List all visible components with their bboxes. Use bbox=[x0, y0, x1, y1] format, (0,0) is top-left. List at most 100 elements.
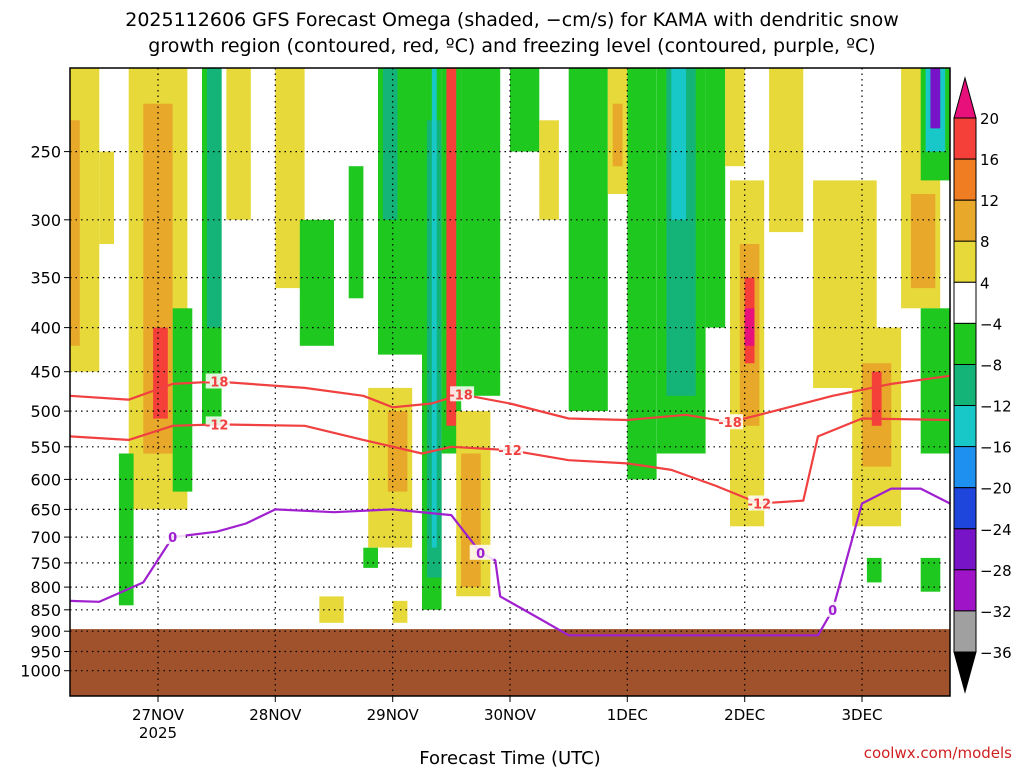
y-tick-label: 750 bbox=[30, 554, 61, 573]
y-tick-label: 350 bbox=[30, 269, 61, 288]
colorbar-label: −36 bbox=[980, 644, 1012, 662]
colorbar-swatch bbox=[953, 281, 977, 324]
y-tick-label: 450 bbox=[30, 363, 61, 382]
y-tick-label: 900 bbox=[30, 622, 61, 641]
colorbar: 20 16 12 8 4 −4 −8 −12 −16 −20 −24 −28 −32 −36 bbox=[953, 76, 1012, 694]
colorbar-swatch bbox=[953, 158, 977, 201]
x-tick-year-label: 2025 bbox=[139, 724, 177, 742]
colorbar-label: 12 bbox=[980, 192, 999, 210]
contour-label: 0 bbox=[828, 604, 837, 619]
omega-cell bbox=[930, 68, 941, 129]
y-tick-label: 600 bbox=[30, 470, 61, 489]
contours: -18 -18 -18 -12 -12 -12 0 0 0 bbox=[69, 373, 951, 637]
omega-cell bbox=[568, 68, 608, 412]
omega-cell bbox=[705, 68, 726, 328]
omega-cell bbox=[461, 453, 481, 588]
colorbar-top-arrow bbox=[953, 76, 977, 119]
omega-cell bbox=[446, 68, 457, 426]
colorbar-swatch bbox=[953, 405, 977, 448]
y-tick-label: 500 bbox=[30, 402, 61, 421]
contour-label: -12 bbox=[205, 418, 229, 433]
contour-label-bg bbox=[719, 414, 743, 430]
x-tick-label: 27NOV bbox=[132, 706, 185, 724]
contour-label: -12 bbox=[498, 444, 522, 459]
omega-cell bbox=[671, 68, 686, 220]
y-tick-label: 300 bbox=[30, 211, 61, 230]
omega-cell bbox=[539, 120, 559, 220]
y-tick-label: 800 bbox=[30, 578, 61, 597]
colorbar-swatch bbox=[953, 487, 977, 530]
contour-label: 0 bbox=[476, 547, 485, 562]
colorbar-label: 4 bbox=[980, 274, 990, 292]
contour-label: -12 bbox=[748, 498, 772, 513]
omega-cell bbox=[206, 68, 222, 328]
omega-cell bbox=[348, 166, 364, 299]
colorbar-label: 16 bbox=[980, 151, 999, 169]
chart-title-line-1: 2025112606 GFS Forecast Omega (shaded, −… bbox=[125, 9, 899, 31]
colorbar-swatch bbox=[953, 199, 977, 242]
colorbar-label: −16 bbox=[980, 439, 1012, 457]
omega-cell bbox=[461, 68, 501, 396]
x-tick-label: 30NOV bbox=[484, 706, 537, 724]
colorbar-label: −20 bbox=[980, 480, 1012, 498]
colorbar-label: −32 bbox=[980, 603, 1012, 621]
omega-cell bbox=[99, 151, 114, 244]
y-axis-ticks: 250 300 350 400 450 500 550 600 650 700 750 800 850 9… bbox=[20, 143, 70, 681]
contour-label: 0 bbox=[168, 531, 177, 546]
omega-cell bbox=[226, 68, 251, 220]
omega-cell bbox=[363, 547, 378, 568]
colorbar-label: −4 bbox=[980, 315, 1002, 333]
y-tick-label: 850 bbox=[30, 601, 61, 620]
omega-cell bbox=[871, 371, 882, 426]
x-tick-label: 2DEC bbox=[724, 706, 765, 724]
omega-cell bbox=[725, 68, 745, 167]
contour-label: -18 bbox=[718, 416, 742, 431]
colorbar-swatch bbox=[953, 528, 977, 571]
contour-label-bg bbox=[469, 544, 494, 560]
omega-cell bbox=[510, 68, 540, 152]
colorbar-label: 8 bbox=[980, 233, 990, 251]
omega-cell bbox=[382, 68, 398, 220]
colorbar-swatch bbox=[953, 364, 977, 407]
x-tick-label: 29NOV bbox=[367, 706, 420, 724]
contour-label: -18 bbox=[449, 388, 473, 403]
omega-cell bbox=[70, 120, 80, 346]
omega-cell bbox=[612, 103, 623, 167]
omega-cell bbox=[910, 194, 936, 289]
plot-area: -18 -18 -18 -12 -12 -12 0 0 0 bbox=[69, 67, 951, 697]
y-tick-label: 650 bbox=[30, 500, 61, 519]
credit-link[interactable]: coolwx.com/models bbox=[864, 744, 1012, 762]
x-tick-label: 1DEC bbox=[607, 706, 648, 724]
y-tick-label: 550 bbox=[30, 438, 61, 457]
colorbar-label: −8 bbox=[980, 357, 1002, 375]
colorbar-label: −12 bbox=[980, 398, 1012, 416]
omega-cell bbox=[153, 327, 168, 419]
contour-label-bg bbox=[748, 495, 773, 511]
contour-label-bg bbox=[499, 442, 523, 458]
y-tick-label: 1000 bbox=[20, 662, 61, 681]
omega-cell bbox=[387, 411, 408, 492]
omega-shading bbox=[70, 68, 950, 623]
omega-cell bbox=[431, 68, 437, 548]
colorbar-swatch bbox=[953, 117, 977, 160]
x-axis-label: Forecast Time (UTC) bbox=[419, 748, 600, 768]
contour-label-bg bbox=[450, 386, 475, 402]
y-tick-label: 700 bbox=[30, 528, 61, 547]
contour-label-bg bbox=[161, 529, 186, 545]
omega-cell bbox=[275, 68, 305, 289]
omega-cell bbox=[299, 219, 334, 346]
omega-cell bbox=[920, 557, 941, 592]
y-tick-label: 250 bbox=[30, 143, 61, 162]
x-tick-label: 3DEC bbox=[841, 706, 882, 724]
contour-label-bg bbox=[205, 416, 230, 432]
x-tick-label: 28NOV bbox=[249, 706, 302, 724]
contour-label: -18 bbox=[205, 376, 229, 391]
colorbar-label: −28 bbox=[980, 562, 1012, 580]
colorbar-swatch bbox=[953, 610, 977, 653]
contour-label-bg bbox=[205, 373, 230, 389]
omega-cell bbox=[392, 600, 408, 623]
omega-cell bbox=[118, 453, 134, 606]
colorbar-swatch bbox=[953, 569, 977, 612]
y-tick-label: 400 bbox=[30, 319, 61, 338]
